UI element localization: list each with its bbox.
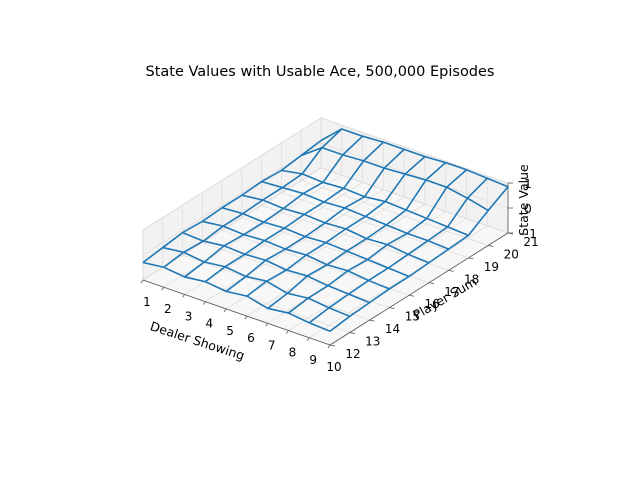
surface-line-dealer-1	[142, 139, 322, 264]
x-tick-mark	[265, 323, 268, 327]
surface-line-player-sum-16	[221, 206, 410, 278]
y-tick-label: 15	[405, 310, 420, 324]
x-tick-label: 10	[326, 360, 341, 374]
grid-line-floor-x	[163, 174, 342, 288]
grid-line-left-z	[142, 117, 322, 231]
x-tick-mark	[327, 344, 331, 349]
surface-line-player-sum-17	[241, 194, 430, 264]
y-tick-mark	[468, 257, 474, 260]
x-tick-label: 3	[185, 309, 193, 323]
surface-line-player-sum-19	[281, 169, 469, 237]
x-tick-label: 8	[289, 346, 297, 360]
surface-line-player-sum-12	[142, 261, 331, 332]
x-tick-mark	[140, 279, 144, 284]
grid-line-floor-x	[205, 189, 384, 303]
z-tick-label: 1	[524, 177, 532, 191]
y-tick-mark	[488, 245, 494, 247]
surface-line-dealer-6	[246, 156, 426, 297]
z-tick-label: −1	[519, 227, 537, 241]
grid-line-floor-x	[267, 210, 446, 324]
x-tick-label: 2	[164, 302, 172, 316]
x-tick-label: 9	[309, 353, 317, 367]
grid-line-floor-y	[261, 204, 449, 271]
x-tick-mark	[244, 315, 248, 320]
z-tick-label: 0	[524, 202, 532, 216]
grid-line-floor-y	[301, 180, 489, 246]
y-tick-mark	[369, 319, 375, 322]
y-tick-label: 12	[345, 347, 360, 361]
y-tick-mark	[428, 282, 434, 285]
x-tick-mark	[161, 287, 165, 291]
z-axis-label: State Value	[516, 164, 531, 236]
x-tick-label: 1	[143, 295, 151, 309]
x-tick-mark	[182, 294, 185, 298]
surface-line-player-sum-15	[202, 220, 390, 290]
y-tick-label: 19	[484, 260, 499, 274]
surface-line-player-sum-14	[182, 231, 370, 304]
surface-line-dealer-2	[163, 128, 343, 268]
surface-line-dealer-9	[308, 177, 488, 324]
surface-line-dealer-8	[287, 169, 467, 314]
y-tick-label: 18	[464, 272, 479, 286]
grid-line-back-z	[320, 117, 509, 184]
surface-line-player-sum-13	[162, 246, 351, 318]
grid-line-floor-y	[281, 192, 469, 259]
floor-pane	[143, 168, 508, 345]
y-tick-mark	[349, 332, 355, 334]
surface-line-dealer-3	[184, 135, 364, 278]
surface-line-dealer-5	[225, 148, 405, 293]
y-tick-mark	[389, 307, 395, 310]
x-tick-mark	[223, 308, 227, 313]
grid-line-floor-x	[309, 225, 488, 339]
y-tick-label: 20	[504, 247, 519, 261]
x-tick-label: 6	[247, 331, 255, 345]
y-tick-mark	[329, 344, 336, 347]
x-axis-line	[142, 279, 331, 346]
y-tick-mark	[409, 294, 415, 297]
surface-line-player-sum-21	[320, 128, 509, 188]
x-tick-label: 4	[206, 317, 214, 331]
y-tick-mark	[448, 269, 454, 272]
y-axis-line	[329, 232, 509, 346]
surface-line-dealer-10	[329, 186, 509, 332]
x-tick-label: 5	[226, 324, 234, 338]
x-tick-label: 7	[268, 338, 276, 352]
x-tick-mark	[286, 330, 289, 334]
chart-title: State Values with Usable Ace, 500,000 Ep…	[145, 64, 495, 80]
y-tick-label: 16	[424, 297, 439, 311]
grid-line-back-z	[320, 142, 509, 209]
x-tick-mark	[203, 301, 206, 305]
y-tick-label: 14	[385, 322, 400, 336]
grid-line-back-z	[320, 167, 509, 234]
y-tick-label: 13	[365, 335, 380, 349]
x-tick-mark	[306, 337, 310, 341]
surface-line-player-sum-20	[300, 146, 489, 212]
y-tick-label: 17	[444, 285, 459, 299]
grid-line-left-z	[142, 142, 322, 256]
surface-line-player-sum-18	[261, 180, 449, 250]
grid-line-floor-x	[246, 203, 426, 317]
grid-line-floor-y	[202, 242, 390, 309]
surface-line-dealer-4	[204, 141, 384, 283]
surface-line-dealer-7	[267, 161, 447, 309]
y-tick-label: 21	[523, 235, 538, 249]
